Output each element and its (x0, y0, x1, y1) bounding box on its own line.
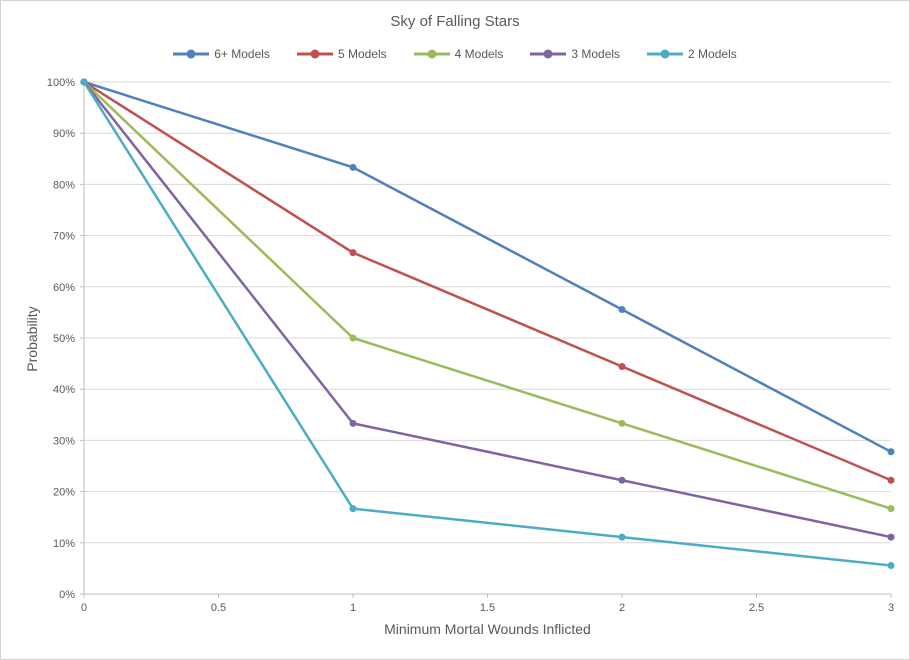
data-point-4-models-x1 (349, 334, 357, 342)
data-point-5-models-x1 (349, 249, 357, 257)
data-point-2-models-x2 (618, 533, 626, 541)
data-point-5-models-x2 (618, 362, 626, 370)
y-tick-label-80: 80% (53, 179, 75, 191)
legend-item-3-models: 3 Models (530, 47, 620, 61)
legend-marker-icon-2-models (647, 49, 684, 59)
data-point-2-models-x1 (349, 505, 357, 513)
x-tick-label-0: 0 (81, 602, 87, 614)
y-tick-label-10: 10% (53, 538, 75, 550)
legend-item-6-models: 6+ Models (173, 47, 270, 61)
y-tick-label-20: 20% (53, 487, 75, 499)
y-tick-label-60: 60% (53, 282, 75, 294)
legend-item-2-models: 2 Models (647, 47, 737, 61)
x-tick-label-1-5: 1.5 (480, 602, 495, 614)
series-line-2-models (82, 80, 893, 567)
data-point-3-models-x3 (887, 533, 895, 541)
data-point-6-models-x1 (349, 163, 357, 171)
data-point-2-models-x3 (887, 562, 895, 570)
legend-item-5-models: 5 Models (296, 47, 387, 61)
legend-marker-icon-5-models (296, 49, 333, 59)
y-tick-label-30: 30% (53, 435, 75, 447)
data-point-6-models-x3 (887, 448, 895, 456)
legend-item-4-models: 4 Models (413, 47, 504, 61)
data-point-4-models-x3 (887, 505, 895, 513)
data-point-6-models-x2 (618, 306, 626, 314)
y-tick-label-0: 0% (59, 589, 75, 601)
chart-title: Sky of Falling Stars (390, 13, 520, 30)
series-line-3-models (82, 80, 893, 539)
legend-label-2-models: 2 Models (688, 47, 737, 61)
y-tick-label-40: 40% (53, 384, 75, 396)
x-tick-label-2-5: 2.5 (749, 602, 764, 614)
data-point-4-models-x2 (618, 419, 626, 427)
data-point-2-models-x0 (80, 78, 88, 86)
data-point-3-models-x1 (349, 419, 357, 427)
data-point-5-models-x3 (887, 476, 895, 484)
x-tick-label-1: 1 (350, 602, 356, 614)
legend-label-3-models: 3 Models (571, 47, 621, 61)
y-tick-label-50: 50% (53, 333, 75, 345)
y-tick-label-100: 100% (47, 77, 75, 89)
series-line-5-models (82, 80, 893, 482)
x-tick-label-0-5: 0.5 (211, 602, 226, 614)
legend-marker-icon-6-models (173, 49, 210, 59)
y-axis-title: Probability (24, 306, 40, 372)
series-line-6-models (82, 80, 893, 454)
x-tick-label-2: 2 (619, 602, 625, 614)
legend: 6+ Models 5 Models 4 Models 3 Models 2 Model… (1, 47, 909, 61)
y-tick-label-70: 70% (53, 231, 75, 243)
series-line-4-models (82, 80, 893, 510)
legend-label-5-models: 5 Models (337, 47, 387, 61)
legend-label-6-models: 6+ Models (214, 47, 270, 61)
legend-marker-icon-4-models (413, 49, 450, 59)
legend-label-4-models: 4 Models (454, 47, 504, 61)
x-tick-label-3: 3 (888, 602, 894, 614)
y-tick-label-90: 90% (53, 128, 75, 140)
legend-marker-icon-3-models (530, 49, 567, 59)
data-point-3-models-x2 (618, 476, 626, 484)
x-axis-title: Minimum Mortal Wounds Inflicted (384, 621, 591, 637)
